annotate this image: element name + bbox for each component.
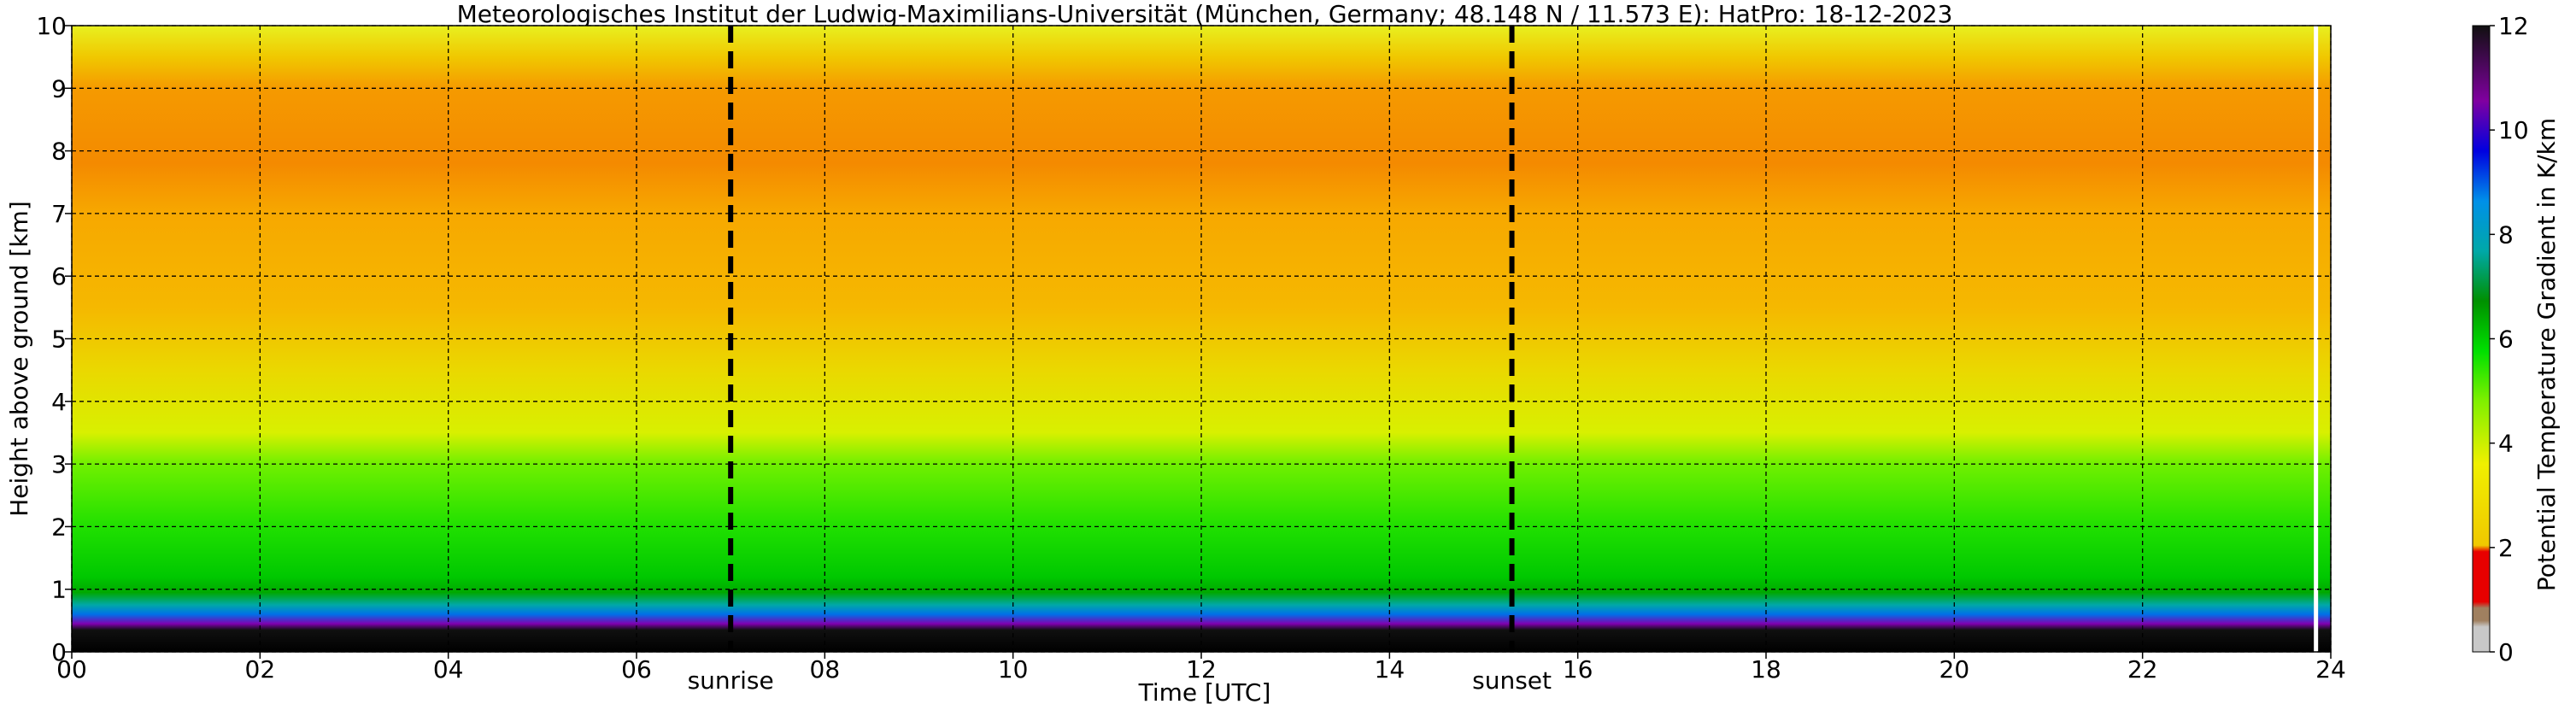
y-tick-label: 5 [51,326,67,354]
x-tick-label: 04 [433,655,464,683]
x-axis-label: Time [UTC] [1138,678,1271,704]
heatmap-right-gap [2314,26,2319,652]
y-tick-label: 7 [51,200,67,228]
x-tick-label: 20 [1939,655,1970,683]
y-tick-label: 8 [51,138,67,166]
x-tick-label: 14 [1375,655,1405,683]
y-tick-label: 2 [51,513,67,541]
colorbar-tick-label: 2 [2498,534,2514,562]
colorbar [2472,25,2491,653]
sun-markers [728,26,1515,652]
y-tick-label: 1 [51,576,67,604]
y-tick-label: 0 [51,638,67,666]
chart-title: Meteorologisches Institut der Ludwig-Max… [457,0,1953,28]
colorbar-tick-label: 4 [2498,430,2514,458]
x-axis-ticks: 00 02 04 06 08 10 12 14 16 18 20 22 24 [56,652,2346,683]
colorbar-label: Potential Temperature Gradient in K/km [2532,118,2561,591]
x-tick-label: 10 [998,655,1029,683]
y-tick-label: 6 [51,262,67,290]
x-tick-label: 12 [1186,655,1217,683]
colorbar-tick-label: 12 [2498,12,2529,40]
colorbar-tick-label: 0 [2498,638,2514,666]
x-tick-label: 16 [1563,655,1593,683]
sun-annotations: sunrise sunset [688,666,1552,695]
x-tick-label: 24 [2315,655,2346,683]
colorbar-tick-label: 6 [2498,326,2514,354]
y-tick-label: 9 [51,74,67,103]
x-tick-label: 06 [621,655,652,683]
x-tick-label: 00 [56,655,87,683]
colorbar-ticks: 0 2 4 6 8 10 12 [2490,12,2529,666]
x-tick-label: 08 [810,655,841,683]
y-tick-label: 3 [51,450,67,478]
y-axis-ticks: 0 1 2 3 4 5 6 7 8 9 10 [36,12,72,666]
heatmap-field [72,26,2331,652]
sun-annotation-label: sunset [1472,666,1552,695]
x-tick-label: 22 [2127,655,2158,683]
y-axis-label: Height above ground [km] [5,201,33,517]
x-tick-label: 02 [245,655,276,683]
x-tick-label: 18 [1751,655,1781,683]
y-tick-label: 4 [51,388,67,416]
colorbar-tick-label: 10 [2498,116,2529,144]
y-tick-label: 10 [36,12,67,40]
sun-annotation-label: sunrise [688,666,774,695]
colorbar-tick-label: 8 [2498,220,2514,249]
